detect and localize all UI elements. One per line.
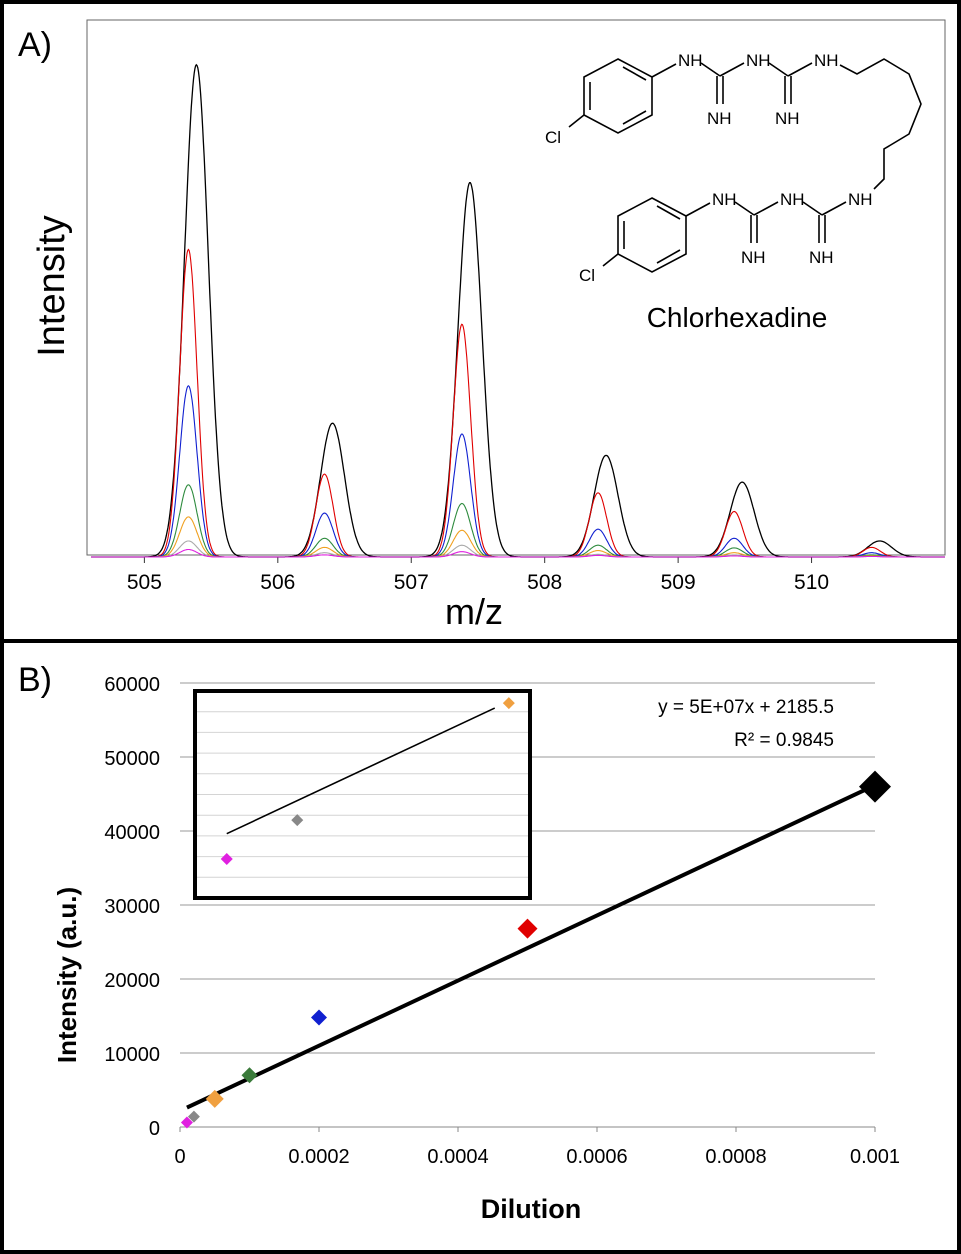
plot-frame-a	[86, 19, 946, 556]
spectrum-series-green	[91, 484, 945, 558]
data-point	[311, 1009, 327, 1026]
data-point	[180, 1116, 193, 1129]
benzene-ring-upper	[583, 58, 653, 134]
x-tick-label: 0.0008	[705, 1146, 766, 1168]
atom-label: NH	[712, 190, 737, 209]
spectrum-series-magenta	[91, 548, 945, 558]
data-point	[205, 1089, 224, 1108]
y-axis-label-a: Intensity	[31, 215, 73, 357]
x-tick-label: 0.0002	[288, 1146, 349, 1168]
panel-a: A) Intensity m/z 505 506 507 508 509 510	[0, 0, 961, 643]
atom-label: Cl	[579, 266, 595, 285]
atom-label: Cl	[545, 128, 561, 147]
fit-r-squared: R² = 0.9845	[734, 730, 834, 751]
fit-equation: y = 5E+07x + 2185.5	[658, 697, 834, 718]
x-tick-label: 0	[174, 1146, 185, 1168]
data-point	[187, 1110, 200, 1123]
panel-label-a: A)	[18, 26, 52, 64]
y-tick-label: 0	[149, 1118, 160, 1140]
spectrum-chart: A) Intensity m/z 505 506 507 508 509 510	[18, 19, 946, 632]
atom-label: NH	[848, 190, 873, 209]
atom-label: NH	[809, 248, 834, 267]
x-tick-label: 507	[394, 571, 429, 594]
x-tick-label: 506	[260, 571, 295, 594]
atom-label: NH	[746, 51, 771, 70]
data-point	[859, 770, 891, 803]
structure-labels: NH NH NH NH NH NH NH NH NH NH Cl Cl	[545, 51, 873, 285]
inset-frame	[193, 689, 532, 900]
inset-data-point	[502, 697, 515, 710]
atom-label: NH	[707, 109, 732, 128]
data-point	[241, 1067, 258, 1084]
x-tick-label: 0.0006	[566, 1146, 627, 1168]
y-tick-label: 50000	[104, 748, 160, 770]
x-tick-label: 505	[127, 571, 162, 594]
x-tick-label: 509	[661, 571, 696, 594]
spectrum-series-red	[91, 248, 945, 558]
trendline	[186, 783, 876, 1110]
panel-b: B) Intensity (a.u.) Dilution 0 10000 20000…	[0, 643, 961, 1254]
x-axis-label-a: m/z	[445, 591, 503, 632]
spectrum-series-orange	[91, 516, 945, 558]
x-axis-label-b: Dilution	[481, 1194, 581, 1224]
atom-label: NH	[814, 51, 839, 70]
inset-chart	[193, 689, 532, 900]
y-tick-label: 40000	[104, 822, 160, 844]
x-tick-label: 0.0004	[427, 1146, 488, 1168]
x-tick-label: 0.001	[850, 1146, 900, 1168]
dilution-chart: B) Intensity (a.u.) Dilution 0 10000 20000…	[18, 661, 900, 1224]
x-tick-label: 510	[794, 571, 829, 594]
atom-label: NH	[741, 248, 766, 267]
y-tick-label: 20000	[104, 970, 160, 992]
y-tick-label: 10000	[104, 1044, 160, 1066]
atom-label: NH	[780, 190, 805, 209]
y-tick-label: 30000	[104, 896, 160, 918]
panel-label-b: B)	[18, 661, 52, 699]
x-tick-label: 508	[527, 571, 562, 594]
compound-name: Chlorhexadine	[647, 302, 828, 333]
benzene-ring-lower	[617, 197, 687, 273]
atom-label: NH	[775, 109, 800, 128]
y-tick-label: 60000	[104, 674, 160, 696]
chlorhexidine-structure	[568, 58, 922, 273]
inset-trendline	[226, 707, 496, 835]
inset-data-point	[220, 853, 233, 866]
y-axis-label-b: Intensity (a.u.)	[52, 887, 82, 1063]
atom-label: NH	[678, 51, 703, 70]
inset-data-point	[291, 814, 304, 827]
data-point	[517, 918, 538, 939]
